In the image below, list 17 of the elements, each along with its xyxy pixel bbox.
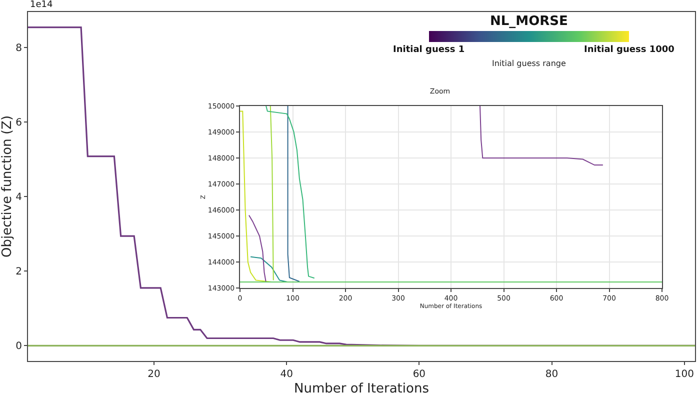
y-tick-label: 4 xyxy=(16,192,22,204)
y-tick-label: 6 xyxy=(16,117,22,128)
x-tick-label: 40 xyxy=(280,369,293,380)
y-axis-title: Objective function (Z) xyxy=(0,115,15,258)
x-tick-label: 80 xyxy=(545,369,558,380)
y-tick-label: 8 xyxy=(16,42,22,54)
y-tick-label: 0 xyxy=(16,341,22,352)
y-tick-label: 2 xyxy=(16,266,22,278)
annotation: Initial guess 1 xyxy=(393,45,465,55)
color-bar-title: Initial guess range xyxy=(492,59,566,68)
chart-title: NL_MORSE xyxy=(490,14,568,29)
x-tick-label: 20 xyxy=(148,369,160,380)
text: 1e14 xyxy=(30,0,53,10)
x-axis-title: Number of Iterations xyxy=(294,382,430,397)
annotation: Initial guess 1000 xyxy=(584,45,674,55)
x-tick-label: 100 xyxy=(674,369,694,380)
x-tick-label: 60 xyxy=(412,369,426,380)
